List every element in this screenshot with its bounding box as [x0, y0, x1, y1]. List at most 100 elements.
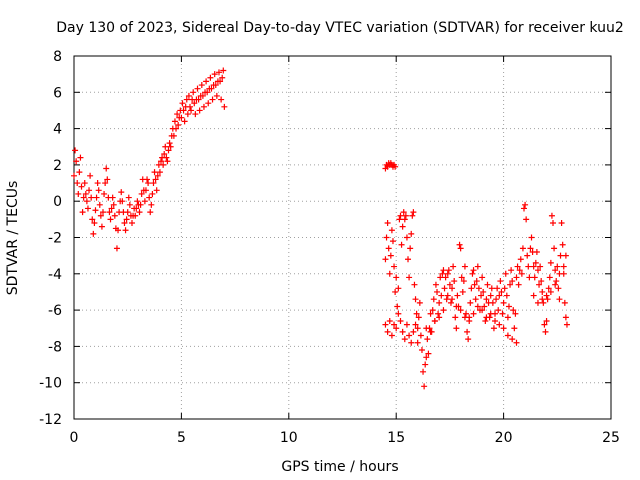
data-point [408, 339, 415, 346]
data-point [556, 296, 563, 303]
data-point [72, 147, 79, 154]
data-point [203, 78, 210, 85]
data-point [501, 285, 508, 292]
data-point [481, 303, 488, 310]
data-point [146, 194, 153, 201]
data-point [534, 267, 541, 274]
data-point [504, 332, 511, 339]
data-point [406, 332, 413, 339]
data-point [192, 111, 199, 118]
data-point [190, 89, 197, 96]
data-point [457, 307, 464, 314]
data-point [160, 161, 167, 168]
data-point [488, 285, 495, 292]
data-point [467, 299, 474, 306]
data-point [383, 234, 390, 241]
data-point [106, 209, 113, 216]
data-point [165, 147, 172, 154]
data-point [173, 125, 180, 132]
x-tick-label: 10 [280, 430, 298, 446]
data-point [461, 263, 468, 270]
data-point [556, 270, 563, 277]
data-point [559, 241, 566, 248]
data-point [552, 281, 559, 288]
data-point [115, 227, 122, 234]
data-point [217, 78, 224, 85]
data-point [453, 325, 460, 332]
data-point [121, 219, 128, 226]
data-point [126, 201, 133, 208]
data-point [424, 336, 431, 343]
data-point [405, 256, 412, 263]
data-point [157, 158, 164, 165]
data-point [532, 259, 539, 266]
y-tick-label: 4 [53, 122, 62, 138]
data-point [530, 263, 537, 270]
data-point [111, 212, 118, 219]
data-point [560, 263, 567, 270]
data-point [119, 198, 126, 205]
data-point [493, 296, 500, 303]
data-point [509, 278, 516, 285]
data-point [386, 270, 393, 277]
data-point [399, 223, 406, 230]
data-point [110, 201, 117, 208]
data-point [432, 281, 439, 288]
data-point [407, 245, 414, 252]
data-point [99, 209, 106, 216]
data-point [153, 187, 160, 194]
data-point [391, 263, 398, 270]
data-point [447, 299, 454, 306]
data-point [505, 303, 512, 310]
data-point [521, 205, 528, 212]
y-tick-label: -6 [48, 303, 62, 319]
data-point [184, 111, 191, 118]
data-point [499, 310, 506, 317]
data-point [555, 285, 562, 292]
data-point [410, 328, 417, 335]
data-point [161, 151, 168, 158]
data-point [123, 216, 130, 223]
data-point [136, 209, 143, 216]
data-point [124, 209, 131, 216]
data-point [420, 368, 427, 375]
data-point [151, 169, 158, 176]
y-axis-label: SDTVAR / TECUs [5, 181, 21, 296]
data-point [436, 299, 443, 306]
data-point [398, 241, 405, 248]
data-point [472, 296, 479, 303]
data-point [461, 314, 468, 321]
data-point [215, 69, 222, 76]
data-point [132, 212, 139, 219]
data-point [538, 278, 545, 285]
data-point [205, 100, 212, 107]
data-point [219, 74, 226, 81]
data-point [145, 180, 152, 187]
data-point [497, 278, 504, 285]
y-tick-label: 2 [53, 158, 62, 174]
data-point [539, 296, 546, 303]
x-tick-label: 20 [495, 430, 513, 446]
data-point [513, 274, 520, 281]
data-point [528, 234, 535, 241]
data-point [414, 325, 421, 332]
data-point [452, 314, 459, 321]
data-point [496, 292, 503, 299]
data-point [416, 299, 423, 306]
data-point [75, 190, 82, 197]
x-axis-label: GPS time / hours [281, 459, 398, 475]
data-point [470, 267, 477, 274]
data-point [118, 189, 125, 196]
data-point [77, 154, 84, 161]
data-point [429, 307, 436, 314]
data-point [402, 212, 409, 219]
data-point [194, 85, 201, 92]
data-point [500, 325, 507, 332]
y-tick-label: 8 [53, 49, 62, 65]
data-point [474, 303, 481, 310]
data-point [537, 263, 544, 270]
data-point [93, 194, 100, 201]
data-point [423, 325, 430, 332]
data-point [101, 190, 108, 197]
data-point [526, 274, 533, 281]
